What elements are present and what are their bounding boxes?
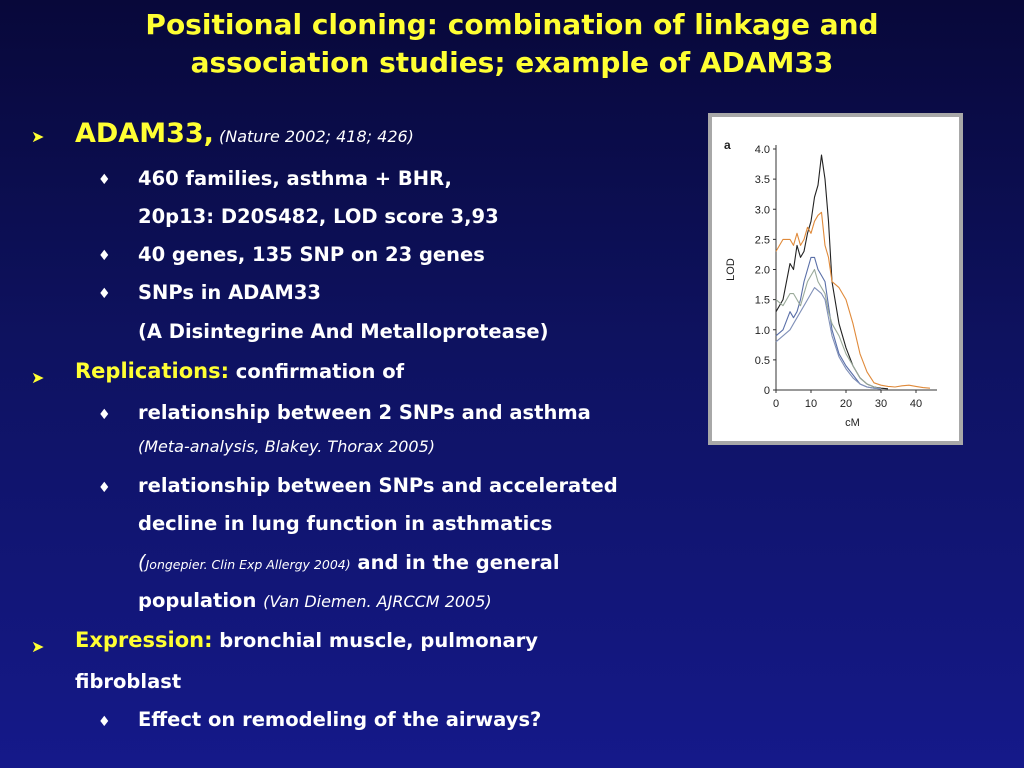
x-tick-label: 10 xyxy=(805,398,817,410)
expression-line-2: fibroblast xyxy=(75,670,182,693)
diamond-bullet-icon: ♦ xyxy=(98,714,111,730)
rel2-ref-2: (Van Diemen. AJRCCM 2005) xyxy=(263,592,492,611)
y-tick-label: 0 xyxy=(764,385,770,397)
title-line-1: Positional cloning: combination of linka… xyxy=(145,8,879,41)
arrow-bullet-icon: ➤ xyxy=(31,127,45,146)
snps-line-2: (A Disintegrine And Metalloprotease) xyxy=(138,320,549,343)
adam33-ref-open: ( xyxy=(213,127,226,146)
lod-score-chart: 0 0.5 1.0 1.5 2.0 2.5 3.0 3.5 4.0 0 10 20 30 40 cM LOD a xyxy=(708,113,963,445)
panel-label: a xyxy=(724,138,731,152)
y-tick-label: 0.5 xyxy=(755,355,770,367)
genes-line: 40 genes, 135 SNP on 23 genes xyxy=(138,243,485,266)
lod-chart-svg: 0 0.5 1.0 1.5 2.0 2.5 3.0 3.5 4.0 0 10 20 30 40 cM LOD a xyxy=(724,138,937,429)
y-tick-label: 2.0 xyxy=(755,265,770,277)
rel2-ref: Jongepier. Clin Exp Allergy 2004) xyxy=(145,557,351,572)
adam33-ref: Nature 2002; 418; 426) xyxy=(225,127,414,146)
y-tick-label: 3.5 xyxy=(755,174,770,186)
slide-title: Positional cloning: combination of linka… xyxy=(0,6,1024,82)
x-tick-label: 30 xyxy=(875,398,887,410)
lod-series-line-2 xyxy=(775,211,931,389)
bullet-adam33: ADAM33, (Nature 2002; 418; 426) xyxy=(75,118,414,149)
diamond-bullet-icon: ♦ xyxy=(98,172,111,188)
effect-line: Effect on remodeling of the airways? xyxy=(138,708,542,731)
rel2-line-2: decline in lung function in asthmatics xyxy=(138,512,553,535)
arrow-bullet-icon: ➤ xyxy=(31,368,45,387)
y-tick-label: 4.0 xyxy=(755,144,770,156)
x-tick-label: 40 xyxy=(910,398,922,410)
replications-label: Replications: xyxy=(75,359,229,383)
x-tick-label: 0 xyxy=(773,398,779,410)
snps-line-1: SNPs in ADAM33 xyxy=(138,281,321,304)
replications-text: confirmation of xyxy=(228,360,405,383)
lod-series-line-5 xyxy=(775,287,882,390)
title-line-2: association studies; example of ADAM33 xyxy=(190,46,834,79)
rel2-line-3-rest: and in the general xyxy=(350,551,560,574)
rel2-line-4: population (Van Diemen. AJRCCM 2005) xyxy=(138,589,492,612)
expression-text: bronchial muscle, pulmonary xyxy=(212,629,538,652)
rel2-line-3: (Jongepier. Clin Exp Allergy 2004) and i… xyxy=(138,551,560,574)
diamond-bullet-icon: ♦ xyxy=(98,248,111,264)
families-line-1: 460 families, asthma + BHR, xyxy=(138,167,452,190)
lod-series-line-4 xyxy=(775,268,882,390)
rel1-line: relationship between 2 SNPs and asthma xyxy=(138,401,591,424)
diamond-bullet-icon: ♦ xyxy=(98,407,111,423)
bullet-expression: Expression: bronchial muscle, pulmonary xyxy=(75,628,538,652)
rel2-population: population xyxy=(138,589,257,612)
expression-label: Expression: xyxy=(75,628,213,652)
lod-series-line-1 xyxy=(775,154,889,390)
diamond-bullet-icon: ♦ xyxy=(98,480,111,496)
x-tick-label: 20 xyxy=(840,398,852,410)
lod-series-line-3 xyxy=(775,256,882,390)
families-line-2: 20p13: D20S482, LOD score 3,93 xyxy=(138,205,499,228)
rel2-line-1: relationship between SNPs and accelerate… xyxy=(138,474,618,497)
adam33-label: ADAM33, xyxy=(75,118,214,149)
y-tick-label: 2.5 xyxy=(755,234,770,246)
x-axis-label: cM xyxy=(845,417,860,429)
y-tick-label: 3.0 xyxy=(755,204,770,216)
rel2-ref-open: ( xyxy=(138,551,146,574)
y-axis-label: LOD xyxy=(725,258,737,281)
y-tick-label: 1.5 xyxy=(755,295,770,307)
y-tick-label: 1.0 xyxy=(755,325,770,337)
diamond-bullet-icon: ♦ xyxy=(98,286,111,302)
rel1-ref: (Meta-analysis, Blakey. Thorax 2005) xyxy=(138,437,436,456)
bullet-replications: Replications: confirmation of xyxy=(75,359,404,383)
arrow-bullet-icon: ➤ xyxy=(31,637,45,656)
